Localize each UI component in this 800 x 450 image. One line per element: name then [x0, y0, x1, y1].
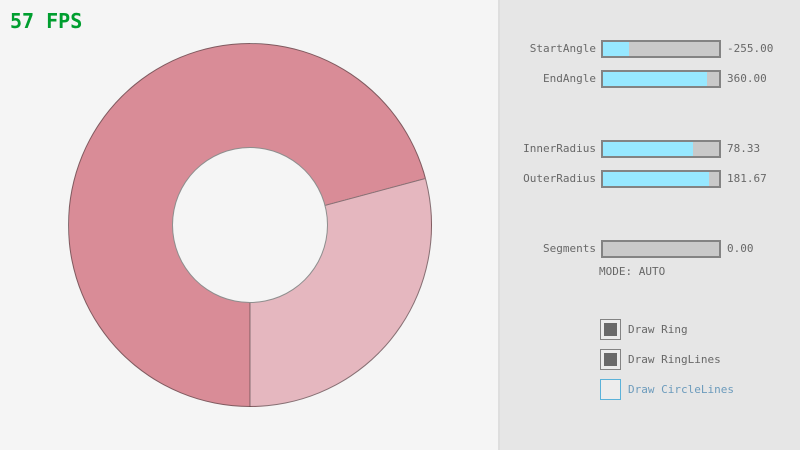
innerradius-label: InnerRadius	[523, 142, 596, 155]
draw-ringlines-label: Draw RingLines	[628, 353, 721, 366]
startangle-label: StartAngle	[529, 42, 596, 55]
ring-inner-hole	[172, 147, 328, 303]
fps-counter: 57 FPS	[10, 9, 83, 33]
slider-row-endangle: EndAngle 360.00	[500, 70, 800, 88]
segments-slider[interactable]	[601, 240, 721, 258]
draw-ringlines-checkbox[interactable]	[600, 349, 621, 370]
innerradius-slider-fill	[603, 142, 694, 156]
slider-row-startangle: StartAngle -255.00	[500, 40, 800, 58]
ring-figure	[68, 43, 432, 407]
slider-row-outerradius: OuterRadius 181.67	[500, 170, 800, 188]
endangle-slider[interactable]	[601, 70, 721, 88]
startangle-slider[interactable]	[601, 40, 721, 58]
segments-value: 0.00	[727, 242, 754, 255]
outerradius-label: OuterRadius	[523, 172, 596, 185]
outerradius-value: 181.67	[727, 172, 767, 185]
mode-label: MODE: AUTO	[599, 265, 666, 278]
outerradius-slider[interactable]	[601, 170, 721, 188]
slider-row-segments: Segments 0.00	[500, 240, 800, 258]
innerradius-slider[interactable]	[601, 140, 721, 158]
segments-label: Segments	[543, 242, 596, 255]
draw-ring-checkbox[interactable]	[600, 319, 621, 340]
endangle-label: EndAngle	[543, 72, 596, 85]
checkbox-row-draw-ringlines[interactable]: Draw RingLines	[600, 349, 721, 370]
draw-circlelines-checkbox[interactable]	[600, 379, 621, 400]
draw-circlelines-label: Draw CircleLines	[628, 383, 734, 396]
checkbox-row-draw-circlelines[interactable]: Draw CircleLines	[600, 379, 734, 400]
outerradius-slider-fill	[603, 172, 709, 186]
startangle-slider-fill	[603, 42, 629, 56]
endangle-value: 360.00	[727, 72, 767, 85]
checkbox-row-draw-ring[interactable]: Draw Ring	[600, 319, 688, 340]
slider-row-innerradius: InnerRadius 78.33	[500, 140, 800, 158]
innerradius-value: 78.33	[727, 142, 761, 155]
control-panel: StartAngle -255.00 EndAngle 360.00 Inner…	[498, 0, 800, 450]
startangle-value: -255.00	[727, 42, 774, 55]
draw-ring-label: Draw Ring	[628, 323, 688, 336]
endangle-slider-fill	[603, 72, 708, 86]
